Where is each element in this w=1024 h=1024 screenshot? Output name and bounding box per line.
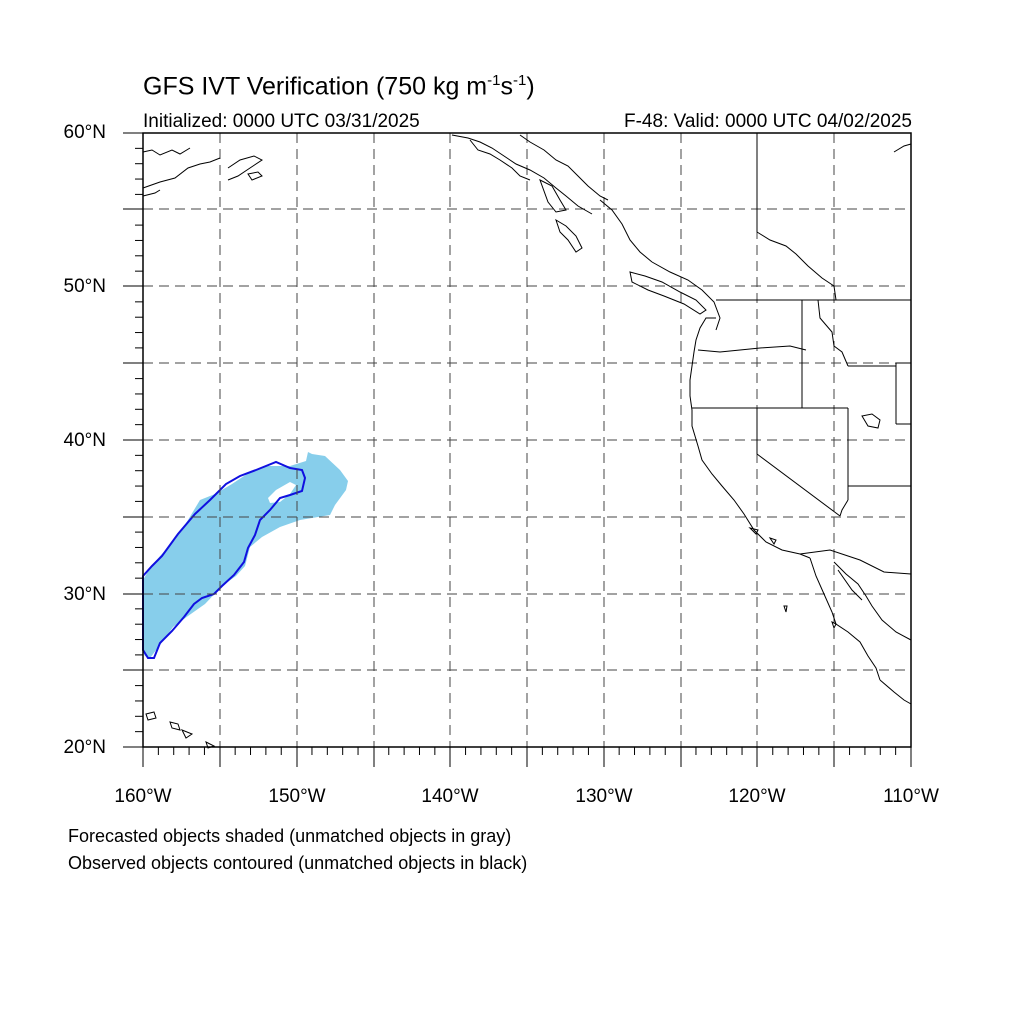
- lon-label-140w: 140°W: [421, 786, 479, 807]
- lat-label-40n: 40°N: [63, 430, 106, 451]
- title-sup-1: -1: [487, 72, 501, 89]
- tick-marks: [123, 132, 912, 767]
- title-sup-2: -1: [512, 72, 527, 89]
- initialized-label: Initialized: 0000 UTC 03/31/2025: [143, 111, 420, 132]
- lat-label-50n: 50°N: [63, 276, 106, 297]
- borders: [692, 133, 912, 575]
- observed-object-contour: [142, 460, 307, 659]
- lon-label-150w: 150°W: [268, 786, 326, 807]
- footnote-forecast: Forecasted objects shaded (unmatched obj…: [68, 826, 512, 846]
- minor-tick-marks: [135, 147, 897, 755]
- lon-label-130w: 130°W: [575, 786, 633, 807]
- lat-label-30n: 30°N: [63, 584, 106, 605]
- title-mid: s: [500, 72, 513, 101]
- footnote-observed: Observed objects contoured (unmatched ob…: [68, 853, 528, 873]
- chart-title: GFS IVT Verification (750 kg m-1s-1): [143, 72, 535, 101]
- lon-label-120w: 120°W: [728, 786, 786, 807]
- title-main: GFS IVT Verification (750 kg m: [143, 72, 488, 101]
- lat-label-20n: 20°N: [63, 737, 106, 758]
- lon-label-160w: 160°W: [114, 786, 172, 807]
- title-end: ): [526, 72, 535, 101]
- coastlines: [142, 134, 912, 749]
- lon-label-110w: 110°W: [883, 786, 939, 807]
- forecast-object-gap: [268, 482, 296, 503]
- graticule: [143, 133, 911, 747]
- lat-label-60n: 60°N: [63, 122, 106, 143]
- valid-label: F-48: Valid: 0000 UTC 04/02/2025: [624, 111, 912, 132]
